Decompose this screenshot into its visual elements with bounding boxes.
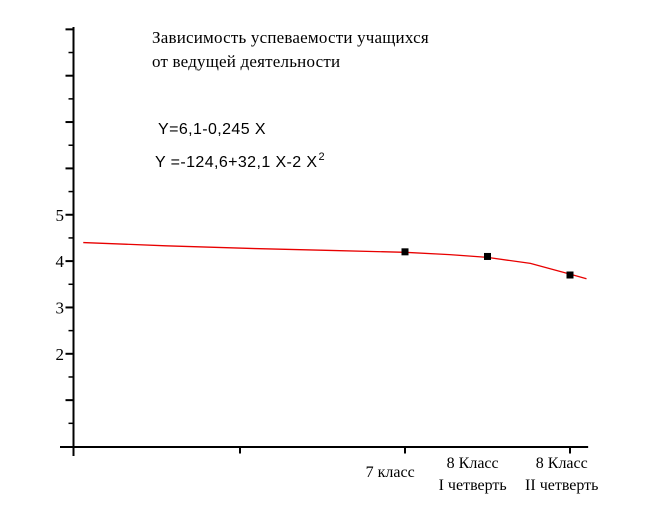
x-category-label: I четверть — [439, 477, 507, 494]
y-tick-label: 3 — [56, 298, 65, 317]
chart-title: Зависимость успеваемости учащихся от вед… — [152, 26, 482, 74]
equation-quadratic-exponent: 2 — [318, 150, 326, 163]
trend-curve — [83, 241, 587, 280]
equation-quadratic-main: Y =-124,6+32,1 X-2 X — [155, 154, 318, 171]
y-tick-label: 2 — [56, 345, 65, 364]
data-point-marker — [484, 252, 491, 260]
x-category-label: 8 Класс — [447, 455, 499, 472]
chart-title-line-1: Зависимость успеваемости учащихся — [152, 28, 429, 47]
data-point-marker — [401, 248, 409, 256]
x-category-label: 7 класс — [366, 464, 415, 481]
chart-title-line-2: от ведущей деятельности — [152, 52, 341, 71]
y-tick-label: 5 — [56, 206, 65, 225]
y-tick-label: 4 — [56, 252, 65, 271]
equation-quadratic: Y =-124,6+32,1 X-2 X2 — [155, 150, 326, 172]
x-category-label: II четверть — [525, 477, 598, 494]
data-point-marker — [566, 271, 574, 279]
x-category-label: 8 Класс — [536, 455, 588, 472]
equation-linear: Y=6,1-0,245 X — [158, 121, 266, 138]
